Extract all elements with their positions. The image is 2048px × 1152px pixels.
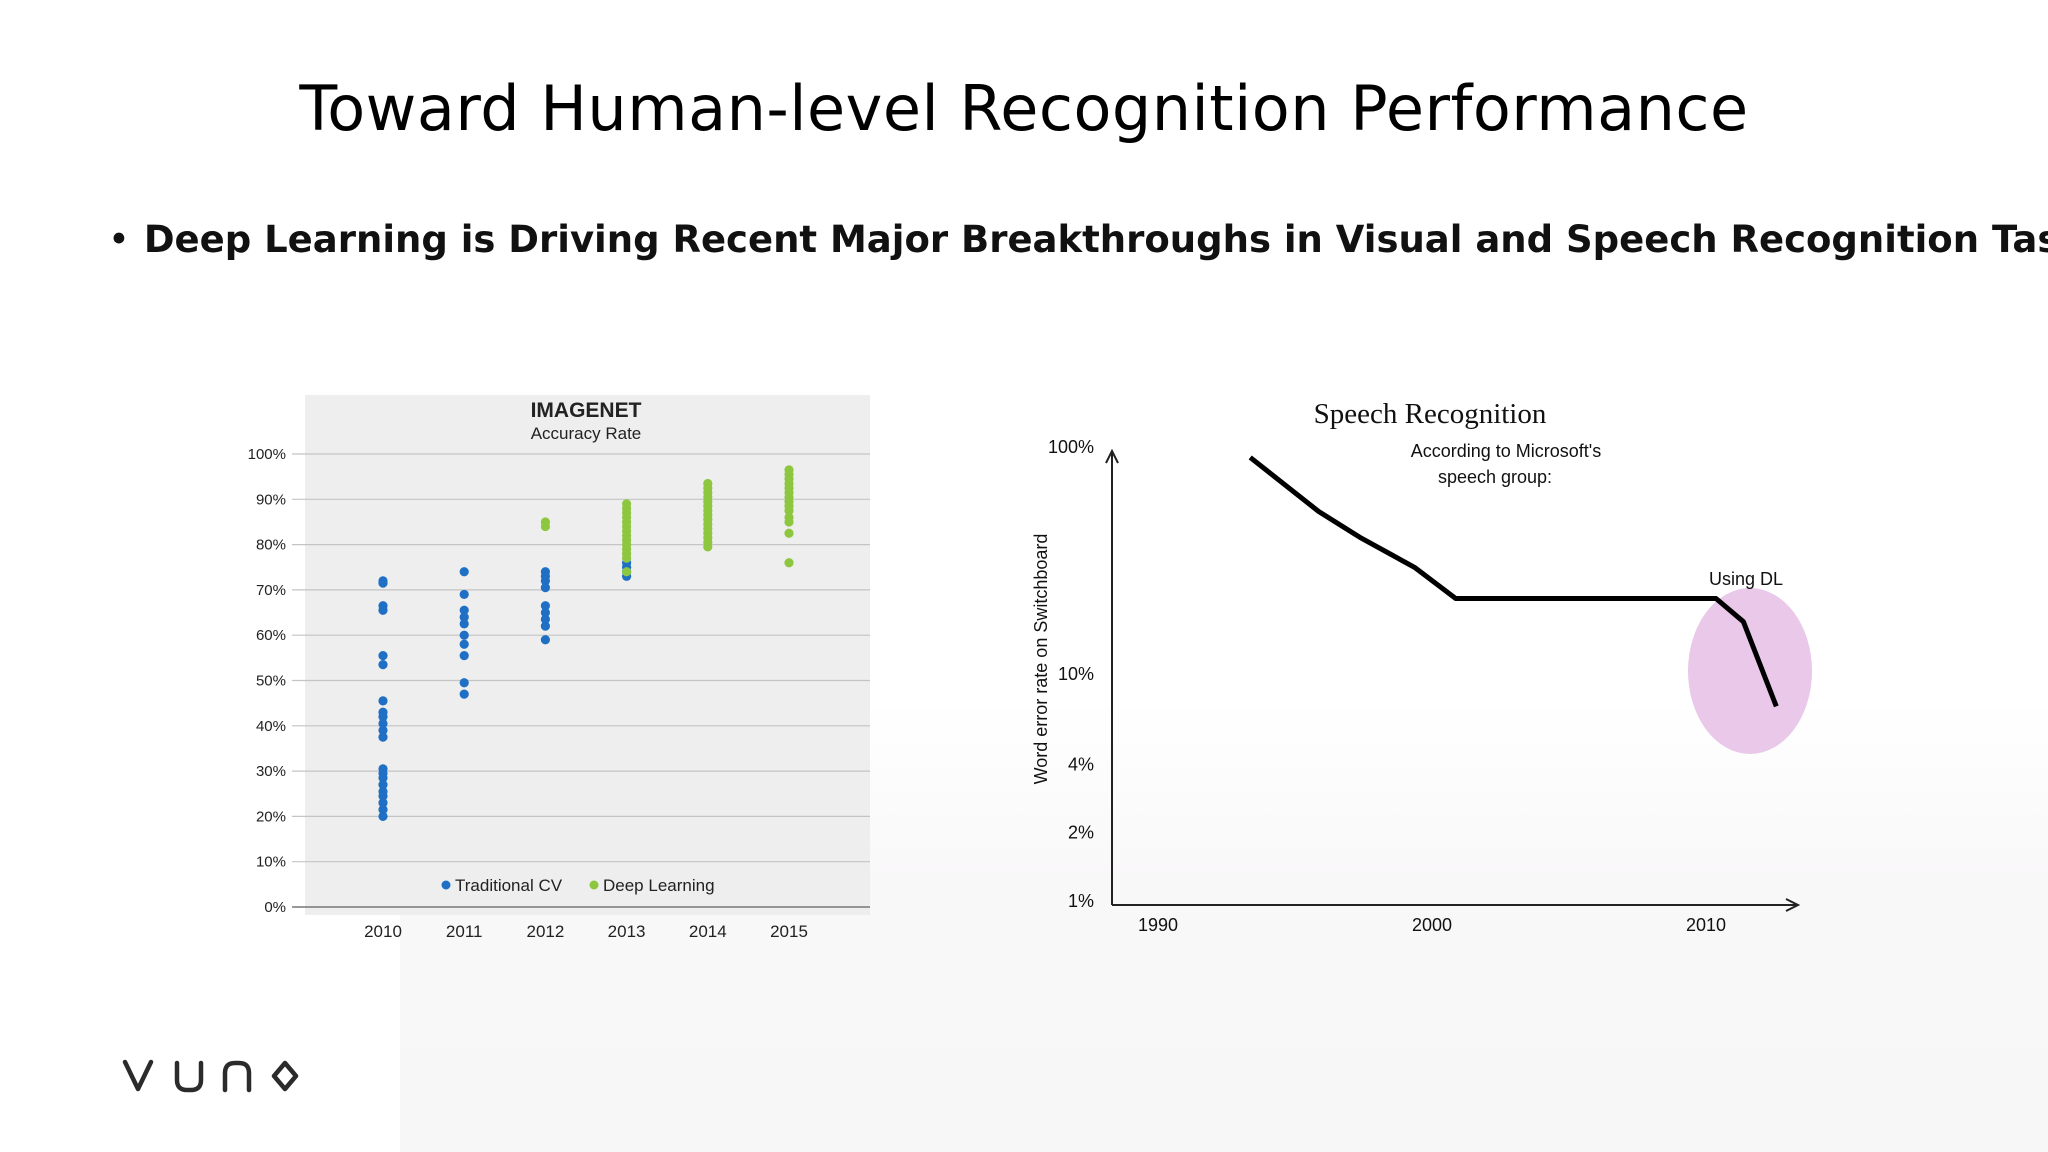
imagenet-y-tick-label: 50% (256, 673, 286, 690)
imagenet-x-tick-label: 2015 (770, 922, 808, 941)
bullet-dot: • (108, 218, 130, 261)
bullet-text: Deep Learning is Driving Recent Major Br… (143, 218, 2048, 261)
traditional-cv-point (378, 696, 388, 706)
traditional-cv-point (378, 791, 388, 801)
legend-label-traditional: Traditional CV (455, 876, 563, 895)
imagenet-y-tick-label: 90% (256, 491, 286, 508)
traditional-cv-point (378, 650, 388, 661)
deep-learning-point (784, 528, 794, 538)
traditional-cv-point (378, 718, 388, 729)
imagenet-y-tick-label: 10% (256, 854, 286, 871)
imagenet-x-tick-label: 2011 (446, 922, 483, 941)
imagenet-y-tick-label: 30% (256, 763, 286, 780)
traditional-cv-point (459, 612, 469, 622)
traditional-cv-point (459, 567, 469, 577)
traditional-cv-point (540, 607, 550, 618)
traditional-cv-point (540, 601, 550, 611)
bullet-point: • Deep Learning is Driving Recent Major B… (108, 218, 2048, 261)
imagenet-x-tick-label: 2012 (526, 922, 564, 941)
speech-y-tick-label: 10% (1058, 664, 1094, 684)
traditional-cv-point (540, 621, 550, 631)
imagenet-x-tick-label: 2014 (689, 922, 727, 941)
using-dl-highlight (1688, 588, 1812, 754)
traditional-cv-point (459, 619, 469, 629)
traditional-cv-point (378, 578, 388, 588)
imagenet-x-tick-label: 2013 (608, 922, 646, 941)
traditional-cv-point (378, 805, 388, 815)
vuno-logo (122, 1059, 299, 1093)
deep-learning-point (784, 517, 794, 527)
traditional-cv-point (540, 614, 550, 624)
imagenet-y-tick-label: 60% (256, 627, 286, 644)
speech-y-tick-label: 100% (1048, 437, 1094, 457)
traditional-cv-point (378, 725, 388, 735)
speech-title: Speech Recognition (1314, 398, 1547, 430)
deep-learning-point (784, 558, 794, 568)
traditional-cv-point (378, 732, 388, 742)
traditional-cv-point (378, 712, 388, 722)
imagenet-y-tick-label: 0% (264, 899, 286, 916)
deep-learning-point (622, 553, 632, 563)
speech-x-tick-label: 2000 (1412, 915, 1452, 935)
imagenet-legend: Traditional CV Deep Learning (441, 876, 715, 895)
traditional-cv-point (378, 773, 388, 783)
traditional-cv-point (378, 798, 388, 808)
traditional-cv-point (459, 589, 469, 600)
speech-subtitle-line-2: speech group: (1438, 467, 1552, 487)
x-axis-arrow-icon (1785, 898, 1801, 912)
speech-subtitle-line-1: According to Microsoft's (1411, 441, 1602, 461)
imagenet-y-tick-label: 100% (248, 446, 286, 463)
traditional-cv-point (540, 583, 550, 593)
imagenet-y-tick-label: 70% (256, 582, 286, 599)
speech-x-tick-label: 1990 (1138, 915, 1178, 935)
imagenet-x-tick-label: 2010 (364, 922, 402, 941)
using-dl-label: Using DL (1709, 569, 1783, 589)
deep-learning-point (784, 506, 794, 516)
speech-y-tick-label: 4% (1068, 754, 1094, 774)
slide-title: Toward Human-level Recognition Performan… (299, 72, 1749, 145)
y-axis-arrow-icon (1105, 448, 1119, 464)
traditional-cv-point (459, 650, 469, 661)
traditional-cv-point (378, 780, 388, 790)
deep-learning-point (622, 567, 632, 577)
deep-learning-point (703, 542, 713, 552)
traditional-cv-point (540, 576, 550, 586)
legend-marker-deep-learning (589, 880, 599, 890)
speech-y-axis-label: Word error rate on Switchboard (1031, 534, 1051, 785)
traditional-cv-point (459, 678, 469, 688)
traditional-cv-point (459, 639, 469, 649)
speech-y-tick-label: 2% (1068, 823, 1094, 843)
traditional-cv-point (459, 630, 469, 640)
imagenet-subtitle: Accuracy Rate (531, 424, 642, 443)
deep-learning-point (540, 521, 550, 532)
imagenet-y-tick-label: 40% (256, 718, 286, 735)
speech-error-line (1248, 455, 1779, 708)
traditional-cv-point (459, 689, 469, 699)
imagenet-plot-background (305, 395, 870, 915)
traditional-cv-point (378, 605, 388, 615)
speech-y-tick-label: 1% (1068, 891, 1094, 911)
speech-chart: 100% 10% 4% 2% 1% 1990 2000 2010 Speech Recogn… (1031, 398, 1812, 935)
traditional-cv-point (378, 811, 388, 821)
legend-marker-traditional (441, 880, 451, 890)
imagenet-chart: 0% 10% 20% 30% 40% 50% 60% 70% 80% 90% 100% 2010 20… (248, 395, 870, 941)
imagenet-title: IMAGENET (531, 399, 642, 422)
imagenet-y-tick-label: 20% (256, 808, 286, 825)
traditional-cv-point (459, 605, 469, 615)
speech-x-tick-label: 2010 (1686, 915, 1726, 935)
imagenet-y-tick-label: 80% (256, 537, 286, 554)
traditional-cv-point (540, 635, 550, 645)
legend-label-deep-learning: Deep Learning (603, 876, 715, 895)
traditional-cv-point (378, 660, 388, 670)
